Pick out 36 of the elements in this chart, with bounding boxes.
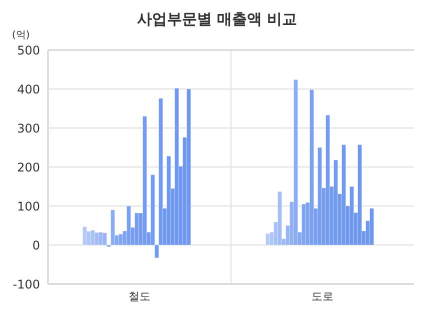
bar bbox=[358, 144, 362, 246]
bar bbox=[166, 156, 172, 246]
bar bbox=[186, 88, 192, 246]
bar bbox=[266, 233, 270, 246]
bar bbox=[310, 90, 314, 246]
bar bbox=[278, 191, 282, 246]
y-tick-label: -100 bbox=[12, 277, 40, 292]
y-tick-label: 400 bbox=[17, 82, 40, 96]
y-tick-label: 0 bbox=[32, 238, 40, 252]
bar bbox=[318, 147, 322, 246]
bar bbox=[334, 160, 338, 246]
bar bbox=[174, 88, 180, 246]
x-tick-label: 철도 bbox=[128, 290, 150, 303]
bar bbox=[94, 232, 100, 246]
y-tick-label: 300 bbox=[17, 121, 40, 136]
bar bbox=[370, 208, 374, 246]
x-tick-label: 도로 bbox=[312, 290, 334, 303]
bar bbox=[350, 186, 354, 246]
bar bbox=[110, 210, 116, 246]
bar bbox=[134, 212, 140, 246]
chart-title: 사업부문별 매출액 비교 bbox=[136, 10, 298, 29]
y-tick-label: 100 bbox=[17, 199, 40, 214]
bar bbox=[118, 234, 124, 246]
bar bbox=[102, 232, 108, 246]
bar bbox=[302, 204, 306, 246]
bar bbox=[98, 232, 104, 246]
y-axis-title: (억) bbox=[12, 29, 30, 42]
bar bbox=[326, 114, 330, 246]
bar bbox=[142, 116, 148, 246]
y-tick-label: 200 bbox=[17, 160, 40, 174]
y-tick-label: 500 bbox=[17, 43, 40, 58]
bar bbox=[342, 144, 346, 246]
bar bbox=[294, 79, 298, 246]
bar bbox=[82, 226, 88, 246]
bar bbox=[126, 206, 132, 246]
bar bbox=[90, 230, 96, 246]
